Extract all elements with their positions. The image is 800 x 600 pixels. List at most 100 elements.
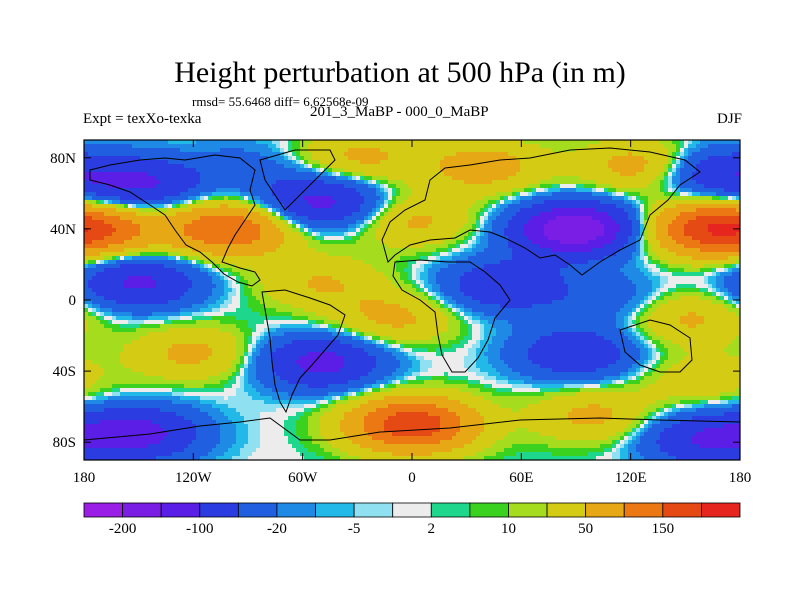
field-cell <box>164 408 169 413</box>
field-cell <box>332 240 337 245</box>
field-cell <box>144 240 149 245</box>
field-cell <box>256 296 261 301</box>
field-cell <box>220 248 225 253</box>
field-cell <box>264 140 269 145</box>
field-cell <box>212 372 217 377</box>
field-cell <box>124 352 129 357</box>
field-cell <box>140 324 145 329</box>
field-cell <box>164 256 169 261</box>
field-cell <box>260 456 265 461</box>
field-cell <box>248 156 253 161</box>
field-cell <box>84 432 89 437</box>
field-cell <box>272 396 277 401</box>
field-cell <box>120 312 125 317</box>
field-cell <box>252 160 257 165</box>
field-cell <box>164 164 169 169</box>
field-cell <box>192 248 197 253</box>
field-cell <box>240 384 245 389</box>
field-cell <box>296 356 301 361</box>
field-cell <box>108 376 113 381</box>
field-cell <box>96 308 101 313</box>
field-cell <box>160 356 165 361</box>
field-cell <box>148 204 153 209</box>
field-cell <box>296 340 301 345</box>
field-cell <box>292 228 297 233</box>
field-cell <box>264 424 269 429</box>
field-cell <box>300 368 305 373</box>
field-cell <box>192 256 197 261</box>
field-cell <box>168 208 173 213</box>
field-cell <box>184 316 189 321</box>
field-cell <box>96 336 101 341</box>
field-cell <box>192 304 197 309</box>
field-cell <box>92 412 97 417</box>
field-cell <box>172 352 177 357</box>
field-cell <box>120 416 125 421</box>
field-cell <box>108 348 113 353</box>
field-cell <box>316 236 321 241</box>
field-cell <box>120 456 125 461</box>
field-cell <box>136 300 141 305</box>
field-cell <box>240 400 245 405</box>
field-cell <box>208 400 213 405</box>
field-cell <box>132 296 137 301</box>
field-cell <box>220 192 225 197</box>
field-cell <box>300 176 305 181</box>
field-cell <box>160 432 165 437</box>
field-cell <box>164 328 169 333</box>
field-cell <box>100 408 105 413</box>
field-cell <box>324 380 329 385</box>
field-cell <box>316 456 321 461</box>
field-cell <box>144 216 149 221</box>
field-cell <box>272 216 277 221</box>
field-cell <box>124 284 129 289</box>
field-cell <box>268 412 273 417</box>
field-cell <box>212 224 217 229</box>
field-cell <box>308 384 313 389</box>
field-cell <box>228 244 233 249</box>
field-cell <box>268 192 273 197</box>
field-cell <box>280 200 285 205</box>
field-cell <box>236 208 241 213</box>
field-cell <box>232 440 237 445</box>
field-cell <box>320 316 325 321</box>
field-cell <box>184 348 189 353</box>
field-cell <box>316 436 321 441</box>
field-cell <box>92 344 97 349</box>
field-cell <box>132 232 137 237</box>
field-cell <box>220 416 225 421</box>
field-cell <box>320 180 325 185</box>
field-cell <box>172 384 177 389</box>
field-cell <box>300 288 305 293</box>
field-cell <box>200 396 205 401</box>
field-cell <box>152 200 157 205</box>
field-cell <box>188 372 193 377</box>
field-cell <box>292 328 297 333</box>
field-cell <box>220 272 225 277</box>
field-cell <box>192 176 197 181</box>
field-cell <box>328 188 333 193</box>
field-cell <box>100 244 105 249</box>
field-cell <box>180 416 185 421</box>
field-cell <box>152 404 157 409</box>
field-cell <box>84 212 89 217</box>
field-cell <box>220 196 225 201</box>
field-cell <box>100 288 105 293</box>
field-cell <box>160 276 165 281</box>
field-cell <box>260 304 265 309</box>
field-cell <box>328 384 333 389</box>
field-cell <box>248 344 253 349</box>
field-cell <box>196 452 201 457</box>
field-cell <box>164 232 169 237</box>
field-cell <box>176 340 181 345</box>
field-cell <box>208 416 213 421</box>
field-cell <box>88 404 93 409</box>
field-cell <box>108 316 113 321</box>
field-cell <box>252 440 257 445</box>
field-cell <box>116 256 121 261</box>
field-cell <box>120 148 125 153</box>
field-cell <box>192 140 197 145</box>
field-cell <box>284 340 289 345</box>
field-cell <box>300 252 305 257</box>
field-cell <box>328 320 333 325</box>
